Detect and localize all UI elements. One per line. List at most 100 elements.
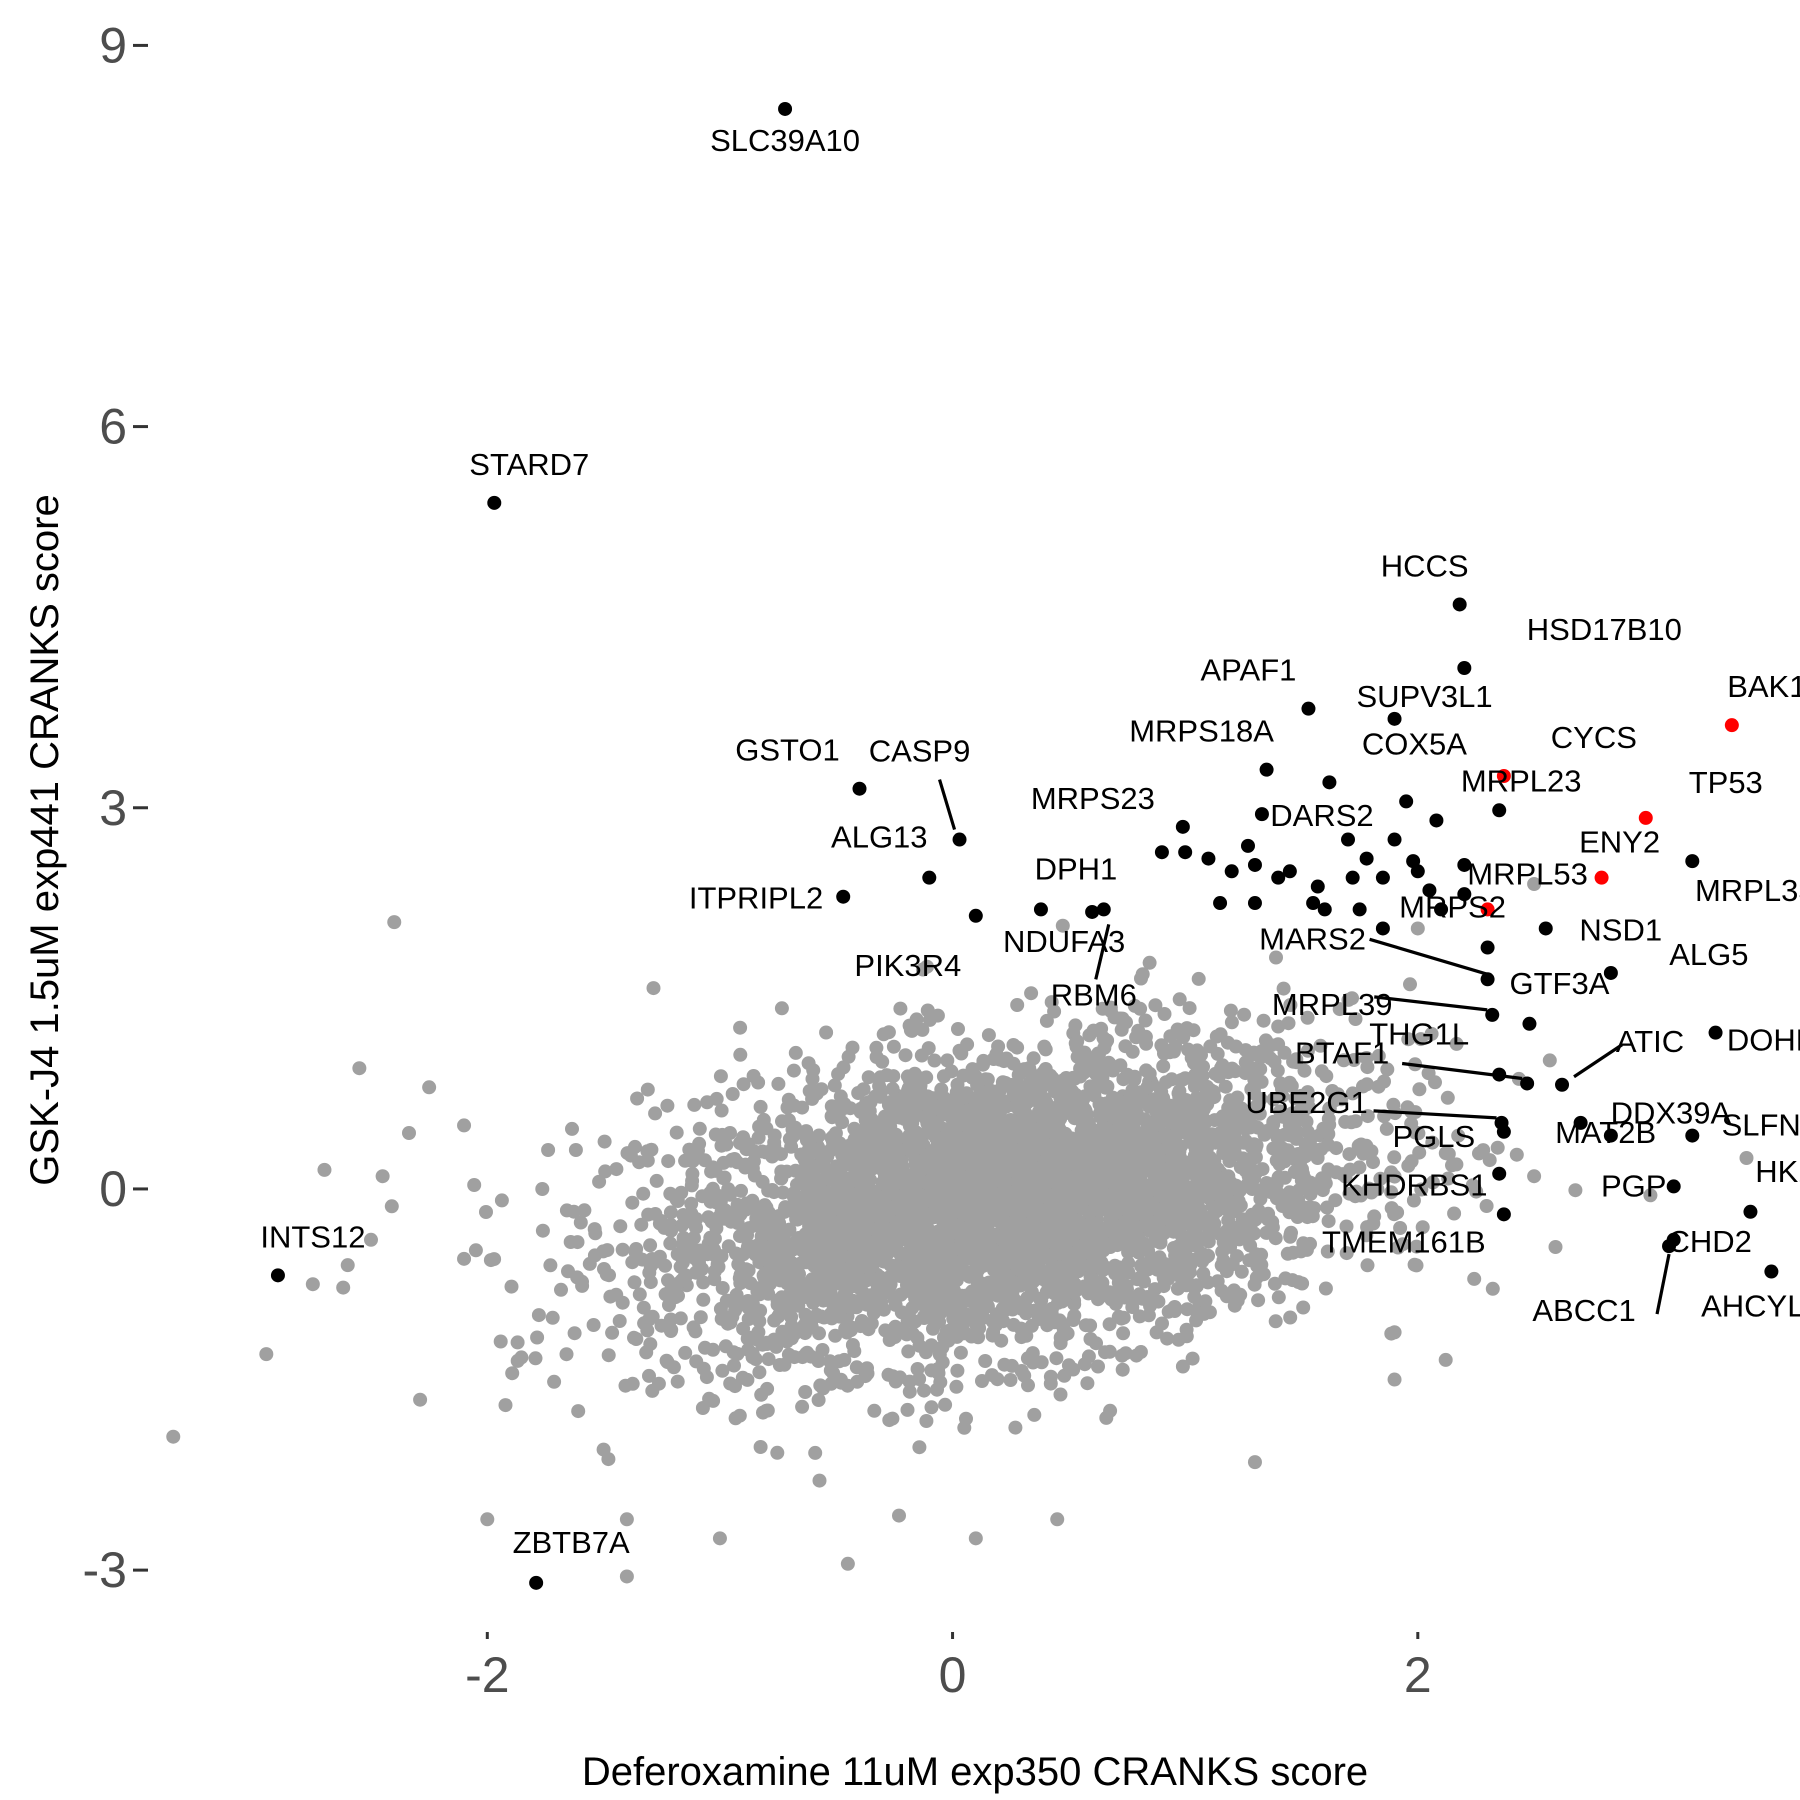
background-point <box>706 1393 721 1408</box>
background-point <box>1300 1010 1315 1025</box>
background-point <box>1105 1198 1120 1213</box>
background-point <box>1006 1085 1021 1100</box>
background-point <box>601 1348 616 1363</box>
background-point <box>1172 1084 1187 1099</box>
background-point <box>1409 1258 1424 1273</box>
background-point <box>1094 1110 1109 1125</box>
background-point <box>1168 1117 1183 1132</box>
gene-label: MRPS2 <box>1399 890 1506 925</box>
background-point <box>872 1139 886 1154</box>
highlight-point <box>1422 883 1437 898</box>
background-point <box>919 1297 934 1312</box>
background-point <box>982 1084 997 1099</box>
background-point <box>698 1340 712 1355</box>
gene-label: ENY2 <box>1579 825 1660 860</box>
background-point <box>1118 1039 1133 1054</box>
background-point <box>1009 1276 1024 1291</box>
background-point <box>823 1363 838 1378</box>
background-point <box>1211 1132 1226 1147</box>
background-point <box>1415 1220 1430 1235</box>
background-point <box>573 1215 588 1230</box>
background-point <box>1231 1220 1246 1235</box>
background-point <box>619 1512 634 1527</box>
background-point <box>857 1139 872 1154</box>
background-point <box>1285 1114 1300 1129</box>
background-point <box>927 1053 942 1068</box>
background-point <box>775 1114 789 1129</box>
labeled-point <box>1708 1025 1723 1040</box>
background-point <box>1127 998 1142 1013</box>
background-point <box>944 1215 959 1230</box>
background-point <box>1033 1302 1048 1316</box>
background-point <box>1387 1150 1402 1165</box>
background-point <box>805 1071 820 1086</box>
background-point <box>1086 1023 1101 1038</box>
background-point <box>1364 1144 1379 1159</box>
y-axis-title: GSK-J4 1.5uM exp441 CRANKS score <box>23 494 67 1185</box>
background-point <box>1006 1038 1021 1052</box>
background-point <box>919 1414 934 1428</box>
background-point <box>1179 1098 1193 1113</box>
label-connector <box>937 779 957 830</box>
background-point <box>889 1141 904 1155</box>
background-point <box>601 1452 616 1467</box>
background-point <box>1527 877 1542 891</box>
gene-label: HK2 <box>1755 1154 1800 1189</box>
labeled-point <box>270 1268 285 1283</box>
background-point <box>1238 1134 1253 1148</box>
labeled-point <box>1522 1016 1537 1031</box>
background-point <box>966 1091 981 1106</box>
background-point <box>839 1189 854 1203</box>
background-point <box>1247 1061 1262 1076</box>
background-point <box>692 1121 707 1136</box>
background-point <box>1024 1189 1039 1204</box>
gene-label: ALG13 <box>831 820 928 855</box>
gene-label: TP53 <box>1689 765 1763 800</box>
label-connector <box>1374 995 1488 1012</box>
background-point <box>1253 1183 1268 1198</box>
background-point <box>1282 1205 1297 1220</box>
background-point <box>881 1272 896 1287</box>
background-point <box>1119 1015 1133 1030</box>
background-point <box>384 1199 399 1214</box>
background-point <box>669 1125 684 1140</box>
background-point <box>1080 1376 1095 1391</box>
labeled-point <box>1603 1128 1618 1143</box>
background-point <box>375 1169 390 1184</box>
background-point <box>859 1273 874 1288</box>
background-point <box>758 1226 773 1241</box>
background-point <box>968 1531 983 1546</box>
background-point <box>1215 1109 1230 1124</box>
background-point <box>1025 1346 1040 1361</box>
label-connector <box>1573 1043 1623 1079</box>
background-point <box>788 1045 803 1060</box>
background-point <box>851 1086 866 1100</box>
gene-label: SLC39A10 <box>710 123 860 158</box>
background-point <box>869 1040 884 1055</box>
background-point <box>596 1244 611 1259</box>
background-point <box>1270 1063 1285 1078</box>
background-point <box>1040 1318 1055 1333</box>
background-point <box>1019 1306 1034 1321</box>
background-point <box>493 1334 508 1349</box>
background-point <box>900 1402 915 1417</box>
background-point <box>1091 1150 1106 1165</box>
background-point <box>615 1242 630 1257</box>
background-point <box>985 1328 1000 1343</box>
background-point <box>1125 1300 1140 1315</box>
background-point <box>1360 1109 1375 1124</box>
background-point <box>951 1296 966 1310</box>
background-point <box>808 1445 823 1460</box>
background-point <box>1380 1062 1395 1077</box>
background-point <box>1155 1316 1169 1331</box>
background-point <box>814 1223 829 1238</box>
background-point <box>1189 1313 1204 1328</box>
background-point <box>1038 1233 1052 1248</box>
background-point <box>1467 1271 1482 1286</box>
background-point <box>1329 1165 1344 1180</box>
background-point <box>634 1217 649 1232</box>
background-point <box>1320 1137 1335 1152</box>
background-point <box>814 1082 829 1097</box>
background-point <box>1568 1183 1583 1198</box>
